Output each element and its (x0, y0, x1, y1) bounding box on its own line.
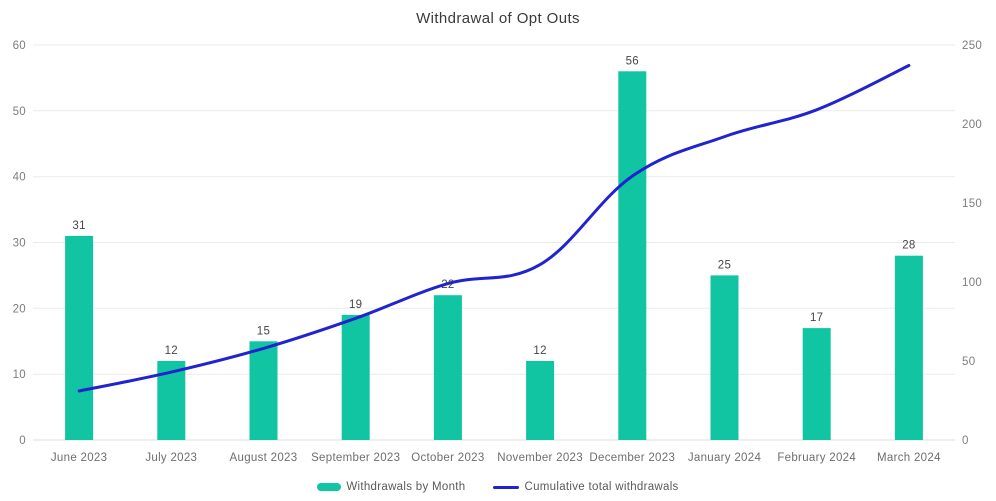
bar-value-label: 12 (533, 345, 546, 357)
bar (526, 361, 555, 440)
bar-value-label: 28 (902, 240, 915, 252)
x-axis-category-label: January 2024 (688, 452, 762, 464)
bar-series-swatch-icon (317, 483, 342, 491)
legend-item-bars: Withdrawals by Month (317, 481, 465, 493)
x-axis-category-label: November 2023 (497, 452, 583, 464)
legend-label-bars: Withdrawals by Month (346, 481, 466, 493)
legend-label-line: Cumulative total withdrawals (524, 481, 679, 493)
x-axis-category-label: October 2023 (411, 452, 484, 464)
x-axis-category-label: February 2024 (777, 452, 856, 464)
legend-item-line: Cumulative total withdrawals (493, 481, 678, 493)
left-axis-tick-label: 0 (19, 435, 26, 447)
cumulative-line (77, 64, 911, 393)
right-axis-tick-label: 200 (962, 119, 982, 131)
bar (618, 71, 647, 441)
bar-value-label: 17 (810, 312, 823, 324)
right-axis-tick-label: 250 (962, 40, 982, 52)
right-axis-tick-label: 100 (962, 277, 982, 289)
bar (65, 235, 94, 440)
left-axis-tick-label: 60 (13, 40, 26, 52)
left-axis-tick-label: 40 (13, 172, 26, 184)
bar-value-label: 19 (349, 299, 362, 311)
right-axis-tick-label: 0 (962, 435, 969, 447)
bar (710, 275, 739, 440)
bar (341, 314, 370, 440)
left-axis-tick-label: 30 (13, 238, 26, 250)
right-axis-tick-label: 50 (962, 356, 975, 368)
bar-value-label: 31 (72, 220, 85, 232)
bar (433, 295, 462, 440)
x-axis-category-label: September 2023 (311, 452, 400, 464)
x-axis-category-label: March 2024 (877, 452, 941, 464)
bar (802, 328, 831, 440)
line-series-swatch-icon (493, 485, 520, 489)
x-axis-category-label: August 2023 (230, 452, 298, 464)
x-axis-category-label: June 2023 (51, 452, 107, 464)
left-axis-tick-label: 50 (13, 106, 26, 118)
bar-value-label: 56 (626, 55, 639, 67)
bar-value-label: 25 (718, 259, 731, 271)
bar-value-label: 12 (165, 345, 178, 357)
left-axis-tick-label: 10 (13, 369, 26, 381)
x-axis-category-label: December 2023 (589, 452, 675, 464)
left-axis-tick-label: 20 (13, 303, 26, 315)
chart-title: Withdrawal of Opt Outs (416, 10, 580, 27)
legend: Withdrawals by Month Cumulative total wi… (0, 481, 996, 493)
bar-value-label: 15 (257, 325, 270, 337)
bar (249, 341, 278, 440)
x-axis-category-label: July 2023 (145, 452, 197, 464)
right-axis-tick-label: 150 (962, 198, 982, 210)
bar (894, 255, 923, 440)
